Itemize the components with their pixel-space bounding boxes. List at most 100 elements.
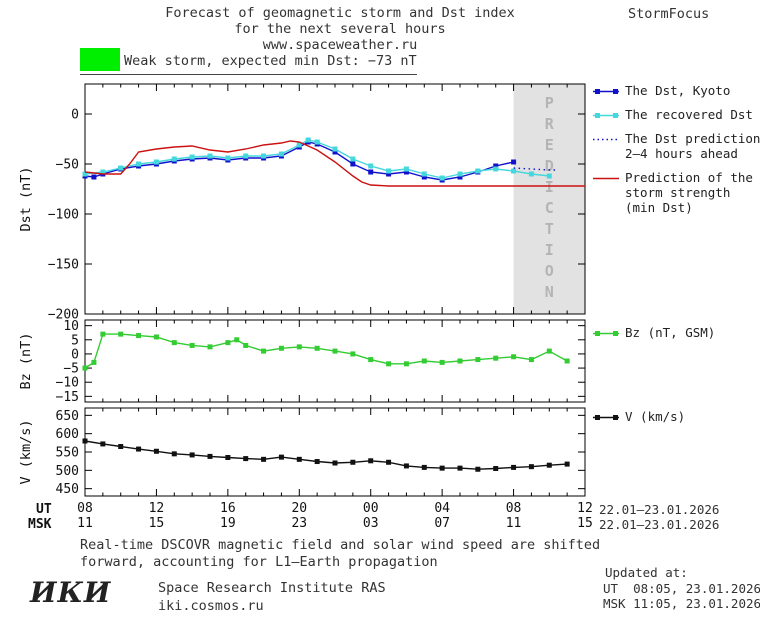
series-prediction-of-the-storm-strength-min-dst xyxy=(84,140,585,187)
data-point xyxy=(261,348,267,354)
legend-item: The Dst, Kyoto xyxy=(592,83,760,98)
msk-tick-label: 11 xyxy=(506,516,522,531)
ut-tick-label: 04 xyxy=(434,501,450,516)
ut-tick-label: 12 xyxy=(577,501,593,516)
legend-marker-icon xyxy=(593,89,619,94)
data-point xyxy=(118,331,124,337)
y-axis-title: Bz (nT) xyxy=(18,333,34,390)
legend-label: The Dst prediction 2–4 hours ahead xyxy=(625,131,760,161)
y-tick-label: −200 xyxy=(48,308,79,323)
series-bz-nt-gsm xyxy=(84,333,568,369)
ut-tick-label: 12 xyxy=(149,501,165,516)
y-tick-label: −50 xyxy=(56,158,79,173)
data-point xyxy=(403,361,409,367)
data-point xyxy=(493,166,499,172)
ut-tick-label: 00 xyxy=(363,501,379,516)
institute-website: iki.cosmos.ru xyxy=(158,598,264,614)
data-point xyxy=(225,455,231,460)
data-point xyxy=(189,154,195,160)
prediction-band-letter: R xyxy=(545,115,555,133)
storm-alert-text: Weak storm, expected min Dst: −73 nT xyxy=(124,53,417,69)
data-point xyxy=(296,344,302,350)
data-point xyxy=(261,153,267,159)
msk-tick-label: 15 xyxy=(149,516,165,531)
data-point xyxy=(100,331,106,337)
y-tick-label: −5 xyxy=(63,362,79,377)
data-point xyxy=(350,156,356,162)
data-point xyxy=(225,340,231,346)
panel-frame xyxy=(84,319,586,403)
ut-tick-label: 20 xyxy=(291,501,307,516)
data-point xyxy=(171,156,177,162)
data-point xyxy=(475,357,481,363)
y-tick-label: −10 xyxy=(56,376,79,391)
data-point xyxy=(457,174,463,180)
legend-label: The Dst, Kyoto xyxy=(625,83,731,98)
data-point xyxy=(403,166,409,172)
legend-label: Bz (nT, GSM) xyxy=(625,325,716,340)
ut-tick-label: 08 xyxy=(77,501,93,516)
data-point xyxy=(314,459,320,465)
msk-tick-label: 15 xyxy=(577,516,593,531)
data-point xyxy=(475,466,481,472)
data-point xyxy=(296,142,302,148)
y-tick-label: −15 xyxy=(56,390,79,405)
data-point xyxy=(421,174,427,180)
y-tick-label: −100 xyxy=(48,208,79,223)
prediction-band-letter: I xyxy=(545,178,554,196)
prediction-band-letter: C xyxy=(545,199,554,217)
legend-bz: Bz (nT, GSM) xyxy=(592,325,760,349)
y-tick-label: 550 xyxy=(56,446,79,461)
ut-axis-label: UT xyxy=(36,502,52,517)
data-point xyxy=(368,163,374,169)
institute-name: Space Research Institute RAS xyxy=(158,580,386,596)
y-tick-label: 0 xyxy=(71,347,79,362)
note-line-2: forward, accounting for L1–Earth propaga… xyxy=(80,554,438,570)
storm-level-swatch xyxy=(80,48,120,71)
data-point xyxy=(439,359,445,365)
data-point xyxy=(421,171,427,177)
data-point xyxy=(386,171,392,177)
data-point xyxy=(546,348,552,354)
data-point xyxy=(421,464,427,470)
data-point xyxy=(136,446,142,452)
data-point xyxy=(457,171,463,177)
data-point xyxy=(82,365,88,371)
y-tick-label: 0 xyxy=(71,108,79,123)
data-point xyxy=(153,334,159,340)
data-point xyxy=(511,354,517,360)
data-point xyxy=(234,337,240,343)
msk-tick-label: 03 xyxy=(363,516,379,531)
msk-tick-label: 19 xyxy=(220,516,236,531)
data-point xyxy=(136,161,142,167)
prediction-band-letter: T xyxy=(545,220,554,238)
data-point xyxy=(171,340,177,346)
data-point xyxy=(350,459,356,465)
prediction-band-letter: E xyxy=(545,136,554,154)
data-point xyxy=(332,149,338,155)
updated-ut: UT 08:05, 23.01.2026 xyxy=(603,581,760,596)
msk-tick-label: 11 xyxy=(77,516,93,531)
legend-marker-icon xyxy=(593,177,619,180)
prediction-band-letter: D xyxy=(545,157,554,175)
data-point xyxy=(528,464,534,470)
title-line-1: Forecast of geomagnetic storm and Dst in… xyxy=(165,5,515,21)
updated-msk: MSK 11:05, 23.01.2026 xyxy=(603,596,760,611)
data-point xyxy=(403,463,409,469)
data-point xyxy=(475,168,481,174)
data-point xyxy=(207,453,213,459)
legend-item: The Dst prediction 2–4 hours ahead xyxy=(592,131,760,161)
data-point xyxy=(564,461,570,467)
data-point xyxy=(118,165,124,171)
ut-tick-label: 16 xyxy=(220,501,236,516)
legend-dst: The Dst, Kyoto The recovered Dst The Dst p… xyxy=(592,83,760,224)
data-point xyxy=(368,458,374,464)
y-axis-title: V (km/s) xyxy=(18,419,34,484)
y-tick-label: 450 xyxy=(56,482,79,497)
data-point xyxy=(528,357,534,363)
data-point xyxy=(332,348,338,354)
data-point xyxy=(457,358,463,364)
data-point xyxy=(136,333,142,339)
